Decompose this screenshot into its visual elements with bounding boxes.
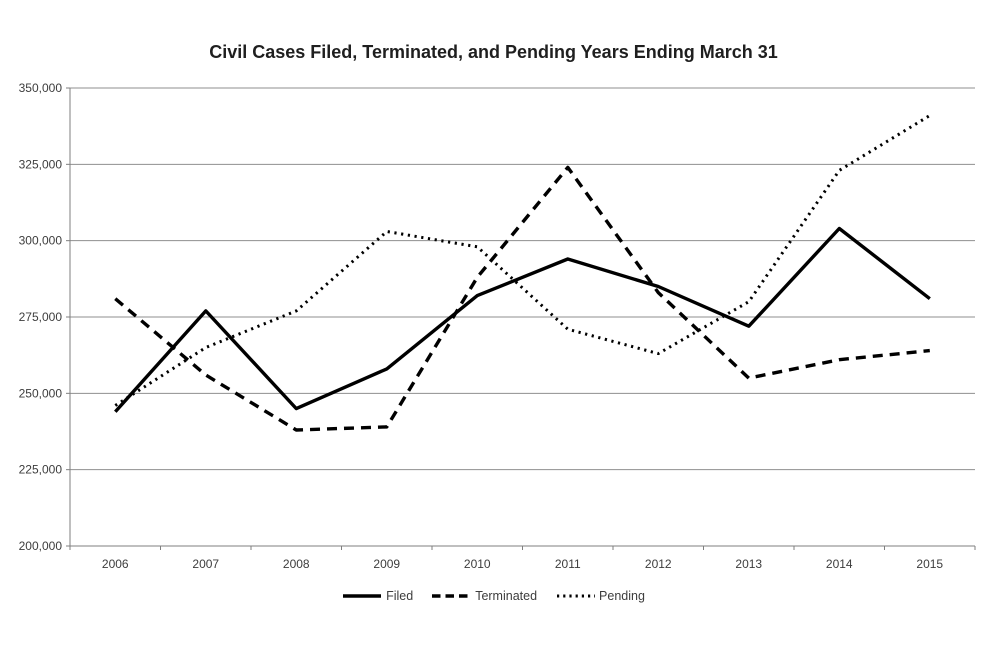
x-tick-label: 2012	[645, 557, 672, 571]
legend-item-pending: Pending	[555, 589, 645, 603]
y-tick-label: 325,000	[19, 157, 63, 171]
y-tick-label: 200,000	[19, 539, 63, 553]
legend-label-filed: Filed	[386, 589, 414, 603]
legend-solid-line-icon	[343, 594, 382, 598]
x-tick-label: 2006	[102, 557, 129, 571]
series-line-terminated	[114, 165, 930, 432]
series-line-filed	[114, 226, 931, 413]
legend-item-terminated: Terminated	[431, 589, 537, 603]
y-tick-label: 350,000	[19, 81, 63, 95]
x-tick-label: 2014	[826, 557, 853, 571]
legend-item-filed: Filed	[342, 589, 413, 603]
legend-dotted-line-icon	[557, 594, 596, 598]
legend-dashed-line-icon	[432, 594, 472, 598]
x-tick-label: 2013	[735, 557, 762, 571]
legend-label-terminated: Terminated	[475, 589, 538, 603]
chart-legend: Filed Terminated Pending	[0, 589, 987, 603]
legend-label-pending: Pending	[599, 589, 645, 603]
y-tick-label: 300,000	[19, 234, 63, 248]
x-tick-label: 2010	[464, 557, 491, 571]
chart-title: Civil Cases Filed, Terminated, and Pendi…	[209, 42, 778, 62]
series-line-pending	[114, 114, 931, 407]
y-tick-label: 250,000	[19, 386, 63, 400]
x-tick-label: 2011	[555, 557, 581, 571]
y-tick-label: 275,000	[19, 310, 63, 324]
x-tick-label: 2008	[283, 557, 310, 571]
x-tick-label: 2009	[373, 557, 400, 571]
x-tick-label: 2015	[916, 557, 943, 571]
y-tick-label: 225,000	[19, 463, 63, 477]
x-tick-label: 2007	[192, 557, 219, 571]
